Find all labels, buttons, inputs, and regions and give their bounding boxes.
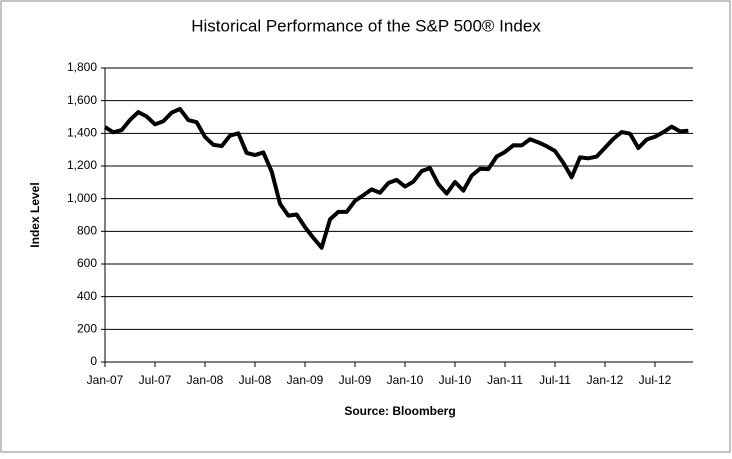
x-tick-label: Jan-07 bbox=[87, 373, 124, 387]
x-tick-label: Jan-11 bbox=[487, 373, 523, 387]
y-tick-label: 600 bbox=[77, 256, 97, 270]
y-axis-title: Index Level bbox=[28, 182, 42, 247]
y-tick-label: 400 bbox=[77, 289, 97, 303]
x-tick-label: Jul-09 bbox=[339, 373, 372, 387]
line-series bbox=[103, 107, 689, 250]
chart-title: Historical Performance of the S&P 500® I… bbox=[191, 16, 541, 35]
x-tick-label: Jan-09 bbox=[287, 373, 324, 387]
y-tick-label: 800 bbox=[77, 224, 97, 238]
y-tick-label: 0 bbox=[90, 354, 97, 368]
x-tick-label: Jul-08 bbox=[239, 373, 272, 387]
y-tick-label: 1,200 bbox=[67, 158, 97, 172]
x-axis-title: Source: Bloomberg bbox=[344, 404, 455, 418]
x-tick-label: Jan-12 bbox=[587, 373, 624, 387]
y-tick-label: 1,800 bbox=[67, 60, 97, 74]
y-tick-label: 1,400 bbox=[67, 126, 97, 140]
y-tick-label: 1,000 bbox=[67, 191, 97, 205]
x-tick-label: Jul-11 bbox=[539, 373, 571, 387]
y-tick-label: 200 bbox=[77, 322, 97, 336]
y-tick-label: 1,600 bbox=[67, 93, 97, 107]
x-tick-label: Jan-08 bbox=[187, 373, 224, 387]
x-tick-label: Jul-10 bbox=[439, 373, 472, 387]
x-tick-label: Jul-12 bbox=[639, 373, 672, 387]
x-tick-label: Jul-07 bbox=[139, 373, 172, 387]
x-tick-label: Jan-10 bbox=[387, 373, 424, 387]
